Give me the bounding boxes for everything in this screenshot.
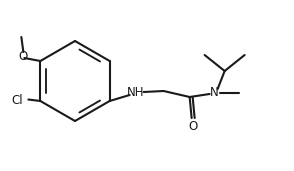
Text: O: O <box>19 50 28 63</box>
Text: Cl: Cl <box>11 94 23 107</box>
Text: O: O <box>188 120 197 133</box>
Text: N: N <box>210 87 219 100</box>
Text: NH: NH <box>127 87 144 100</box>
